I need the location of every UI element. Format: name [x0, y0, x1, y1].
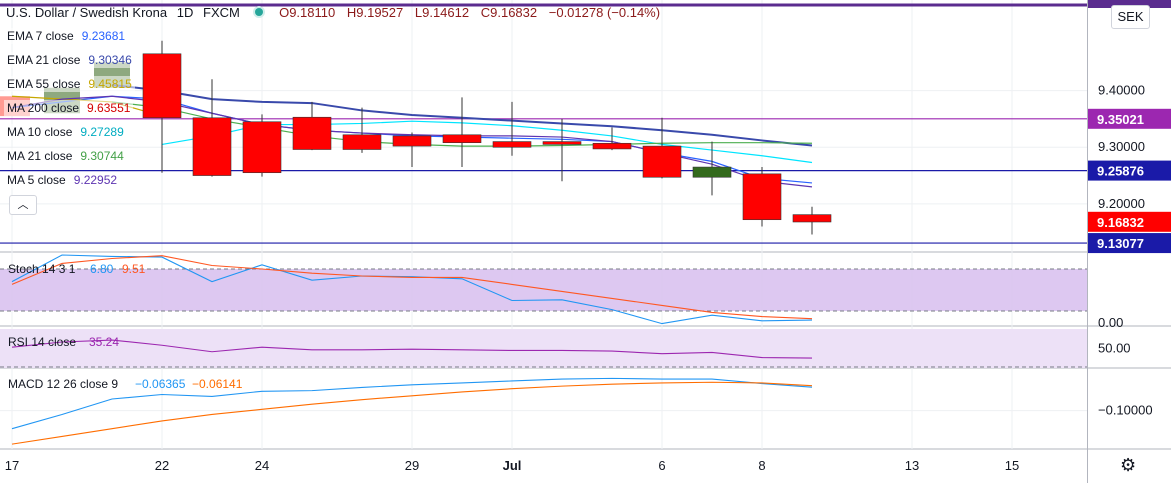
legend-label: EMA 21 close: [7, 53, 81, 67]
price-label-box: [1088, 0, 1171, 8]
price-label-text: 9.16832: [1097, 215, 1144, 230]
legend-ema7[interactable]: EMA 7 close 9.23681: [4, 28, 129, 44]
rsi-band: [0, 329, 1087, 368]
chevron-up-icon: ︿: [17, 199, 29, 211]
price-label-box: [1088, 108, 1171, 129]
rsi-tick-label: 50.00: [1098, 341, 1131, 356]
exchange-label: FXCM: [203, 5, 240, 20]
time-tick-label: 8: [758, 458, 765, 473]
legend-ema21[interactable]: EMA 21 close 9.30346: [4, 52, 135, 68]
interval-label[interactable]: 1D: [176, 5, 194, 20]
time-tick-label: 17: [5, 458, 19, 473]
candle-body: [642, 145, 682, 178]
candle-body: [492, 141, 532, 148]
legend-label: MA 21 close: [7, 149, 73, 163]
legend-ema55[interactable]: EMA 55 close 9.45815: [4, 76, 135, 92]
price-tick-label: 9.30000: [1098, 139, 1145, 154]
gear-icon[interactable]: ⚙: [1120, 455, 1137, 475]
legend-value: 9.30744: [80, 149, 124, 163]
time-tick-label: 24: [255, 458, 269, 473]
price-tick-label: 9.20000: [1098, 196, 1145, 211]
candle-body: [592, 142, 632, 150]
candle-body: [442, 134, 482, 144]
rsi-title: RSI 14 close: [8, 335, 76, 349]
legend-ma200[interactable]: MA 200 close 9.63551: [4, 100, 134, 116]
market-status-icon: [255, 8, 264, 16]
candle-body: [692, 166, 732, 178]
macd-title: MACD 12 26 close 9: [8, 377, 118, 391]
price-label-box: [1088, 211, 1171, 232]
macd-tick-label: −0.10000: [1098, 403, 1153, 418]
legend-value: 9.27289: [80, 125, 124, 139]
candle-body: [792, 214, 832, 223]
candle-body: [142, 53, 182, 119]
rsi-value: 35.24: [89, 335, 119, 349]
stoch-tick-label: 0.00: [1098, 315, 1123, 330]
stoch-title: Stoch 14 3 1: [8, 262, 76, 276]
chart-header: U.S. Dollar / Swedish Krona 1D FXCM O9.1…: [6, 5, 660, 20]
high-value: H9.19527: [346, 5, 404, 20]
legend-value: 9.22952: [73, 173, 118, 187]
candle-body: [742, 173, 782, 221]
stoch-band: [0, 269, 1087, 311]
collapse-legend-button[interactable]: ︿: [9, 195, 37, 215]
rsi-line: [11, 339, 813, 359]
open-value: O9.18110: [279, 5, 336, 20]
legend-label: MA 10 close: [7, 125, 73, 139]
candle-body: [542, 141, 582, 145]
stoch-d-value: 9.51: [122, 262, 146, 276]
price-label-box: [1088, 160, 1171, 181]
macd-line-signal: [11, 381, 813, 445]
low-value: L9.14612: [414, 5, 470, 20]
time-tick-label: 6: [658, 458, 665, 473]
legend-value: 9.30346: [88, 53, 132, 67]
legend-ma21[interactable]: MA 21 close 9.30744: [4, 148, 127, 164]
change-value: −0.01278 (−0.14%): [548, 5, 661, 20]
candle-body: [392, 135, 432, 147]
legend-ma5[interactable]: MA 5 close 9.22952: [4, 172, 121, 188]
close-value: C9.16832: [480, 5, 538, 20]
legend-label: EMA 7 close: [7, 29, 74, 43]
macd-line-macd: [11, 377, 813, 430]
legend-label: MA 200 close: [7, 101, 80, 115]
candle-body: [192, 117, 232, 176]
legend-ma10[interactable]: MA 10 close 9.27289: [4, 124, 127, 140]
price-label-text: 9.35021: [1097, 112, 1144, 127]
stoch-line-pct-d: [11, 255, 813, 320]
time-tick-label: 13: [905, 458, 919, 473]
currency-button[interactable]: SEK: [1111, 5, 1150, 29]
candle-body: [242, 121, 282, 174]
legend-value: 9.23681: [81, 29, 126, 43]
stoch-k-value: 6.80: [90, 262, 114, 276]
time-tick-label: 22: [155, 458, 169, 473]
time-tick-label: 29: [405, 458, 419, 473]
time-tick-label: 15: [1005, 458, 1019, 473]
price-label-box: [1088, 233, 1171, 254]
legend-label: MA 5 close: [7, 173, 66, 187]
signal-value: −0.06141: [192, 377, 243, 391]
legend-value: 9.45815: [88, 77, 132, 91]
legend-label: EMA 55 close: [7, 77, 81, 91]
candle-body: [342, 134, 382, 150]
candle-body: [292, 116, 332, 150]
price-tick-label: 9.40000: [1098, 83, 1145, 98]
price-label-text: 9.13077: [1097, 236, 1144, 251]
macd-value: −0.06365: [135, 377, 186, 391]
time-tick-label: Jul: [503, 458, 522, 473]
symbol-title[interactable]: U.S. Dollar / Swedish Krona: [6, 5, 168, 20]
price-label-text: 9.25876: [1097, 164, 1144, 179]
legend-value: 9.63551: [87, 101, 131, 115]
